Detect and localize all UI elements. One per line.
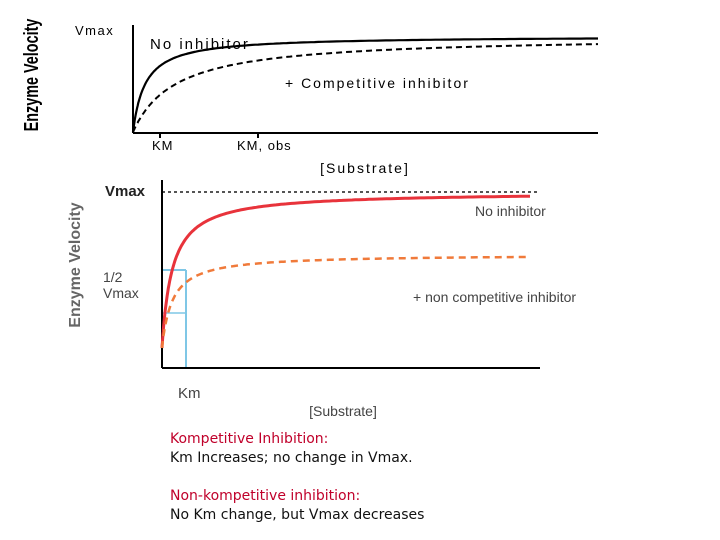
- chart1-legend-no-inhibitor: No inhibitor: [150, 36, 250, 53]
- chart1-legend-competitive: + Competitive inhibitor: [285, 75, 470, 91]
- chart2-xlabel: [Substrate]: [309, 403, 377, 419]
- competitive-title: Kompetitive Inhibition:: [170, 431, 329, 447]
- chart2-series-noncompetitive: [160, 255, 531, 349]
- chart2-ylabel: Enzyme Velocity: [67, 202, 84, 327]
- chart2-series-no-inhibitor: [160, 194, 531, 349]
- caption-block: Kompetitive Inhibition: Km Increases; no…: [170, 430, 424, 525]
- competitive-text: Km Increases; no change in Vmax.: [170, 450, 413, 466]
- chart1-km-obs-label: KM, obs: [237, 138, 292, 153]
- chart2-half-vmax-label: 1/2 Vmax: [103, 269, 139, 301]
- chart1-vmax-label: Vmax: [75, 23, 114, 38]
- noncompetitive-title: Non-kompetitive inhibition:: [170, 488, 361, 504]
- chart1-series-no-inhibitor: [131, 37, 598, 133]
- chart2-legend-noncompetitive: + non competitive inhibitor: [413, 289, 576, 305]
- chart1-series-competitive: [132, 43, 599, 133]
- chart1-xlabel: [Substrate]: [320, 160, 410, 176]
- chart2-km-label: Km: [178, 385, 201, 402]
- chart1-ylabel: Enzyme Velocity: [20, 18, 43, 131]
- chart1-km-label: KM: [152, 138, 174, 153]
- noncompetitive-text: No Km change, but Vmax decreases: [170, 507, 425, 523]
- chart2-legend-no-inhibitor: No inhibitor: [475, 203, 546, 219]
- chart2-vmax-label: Vmax: [105, 183, 146, 200]
- caption-gap: [170, 468, 424, 487]
